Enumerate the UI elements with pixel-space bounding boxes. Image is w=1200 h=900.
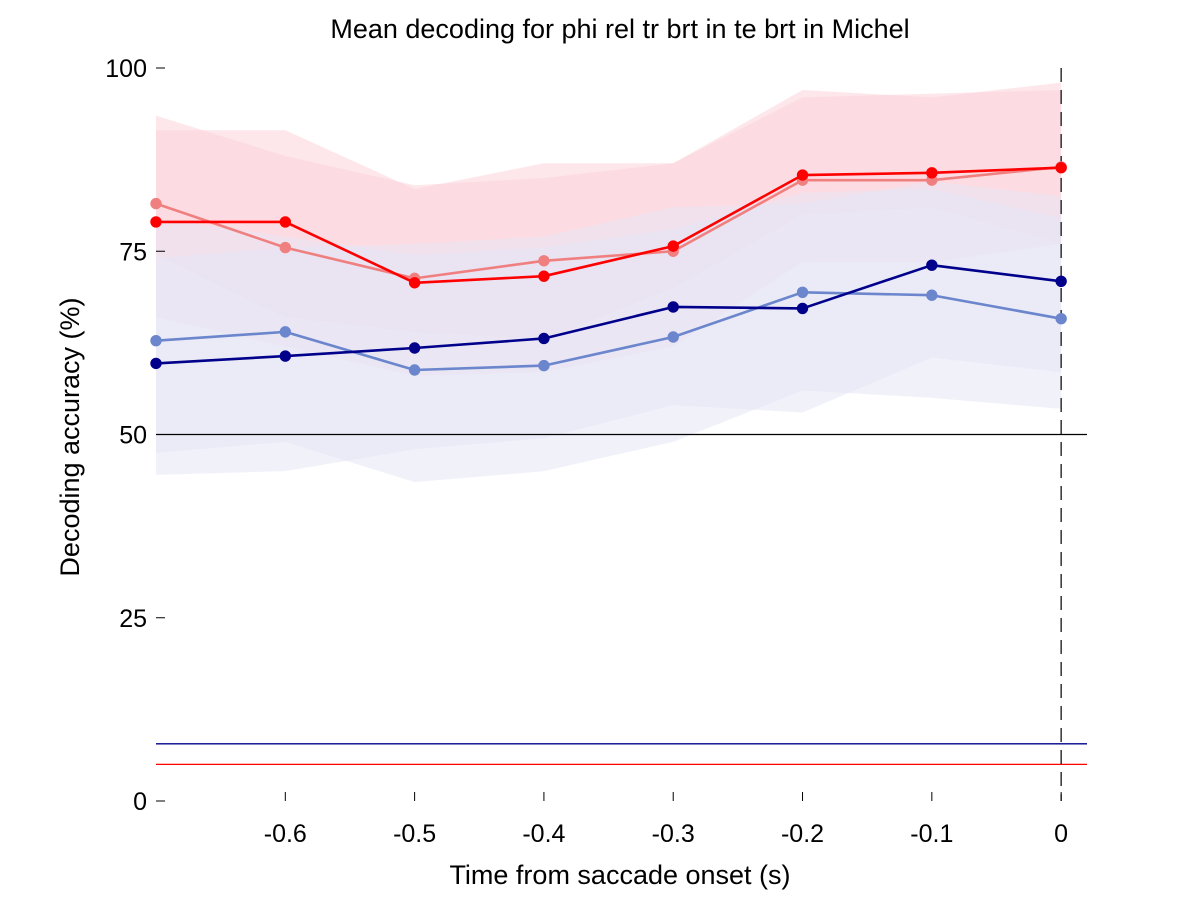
series-line-0 — [155, 165, 1062, 280]
series-2-point-1 — [279, 326, 292, 338]
axes: 0 25 50 75 100 -0.6 -0.5 -0.4 -0.3 -0.2 -0.1 0 — [105, 55, 1068, 848]
chart-title: Mean decoding for phi rel tr brt in te b… — [330, 14, 909, 44]
series-3-point-5 — [796, 302, 809, 315]
y-tick-label-2: 50 — [119, 422, 147, 450]
x-tick-label-0: -0.6 — [264, 820, 307, 848]
series-line-1 — [156, 166, 1062, 285]
x-tick-label-4: -0.2 — [781, 820, 824, 848]
x-tick-label-3: -0.3 — [652, 820, 695, 848]
series-0-point-0 — [150, 197, 162, 210]
x-axis-label: Time from saccade onset (s) — [449, 860, 790, 890]
series-2-point-7 — [1055, 312, 1067, 325]
confidence-bands — [156, 82, 1062, 483]
x-tick-label-6: 0 — [1054, 820, 1068, 848]
series-line-3 — [155, 263, 1062, 365]
series-3-point-7 — [1055, 275, 1067, 288]
y-tick-label-3: 75 — [119, 238, 147, 266]
series-1-point-2 — [408, 277, 421, 289]
reference-lines — [156, 68, 1087, 801]
series-1-point-3 — [538, 270, 550, 282]
series-0-point-1 — [279, 241, 292, 254]
series-2-point-5 — [796, 286, 809, 298]
series-1-point-5 — [796, 169, 809, 181]
series-2-point-0 — [150, 334, 162, 347]
series-2-point-6 — [926, 289, 938, 301]
x-tick-label-1: -0.5 — [393, 820, 436, 848]
series-3-point-2 — [408, 342, 421, 354]
series-3-point-0 — [150, 357, 162, 370]
series-3-point-1 — [279, 350, 292, 362]
y-axis-label: Decoding accuracy (%) — [55, 297, 85, 576]
y-tick-label-0: 0 — [133, 788, 147, 816]
series-1-point-4 — [667, 240, 679, 252]
series-1-point-7 — [1055, 161, 1067, 174]
series-2-point-4 — [667, 331, 679, 343]
series-2-point-2 — [408, 364, 421, 376]
data-series — [150, 161, 1067, 376]
series-0-point-3 — [538, 255, 550, 267]
series-1-point-1 — [279, 216, 292, 228]
x-tick-label-5: -0.1 — [910, 820, 953, 848]
series-line-2 — [155, 290, 1062, 372]
series-3-point-4 — [667, 301, 679, 313]
y-tick-label-1: 25 — [119, 605, 147, 633]
x-tick-label-2: -0.4 — [522, 820, 565, 848]
confidence-band-3 — [156, 181, 1062, 475]
series-2-point-3 — [538, 359, 550, 372]
series-3-point-6 — [926, 259, 938, 271]
y-tick-label-4: 100 — [105, 55, 147, 83]
series-1-point-6 — [926, 167, 938, 179]
series-1-point-0 — [150, 216, 162, 228]
series-3-point-3 — [538, 332, 550, 345]
